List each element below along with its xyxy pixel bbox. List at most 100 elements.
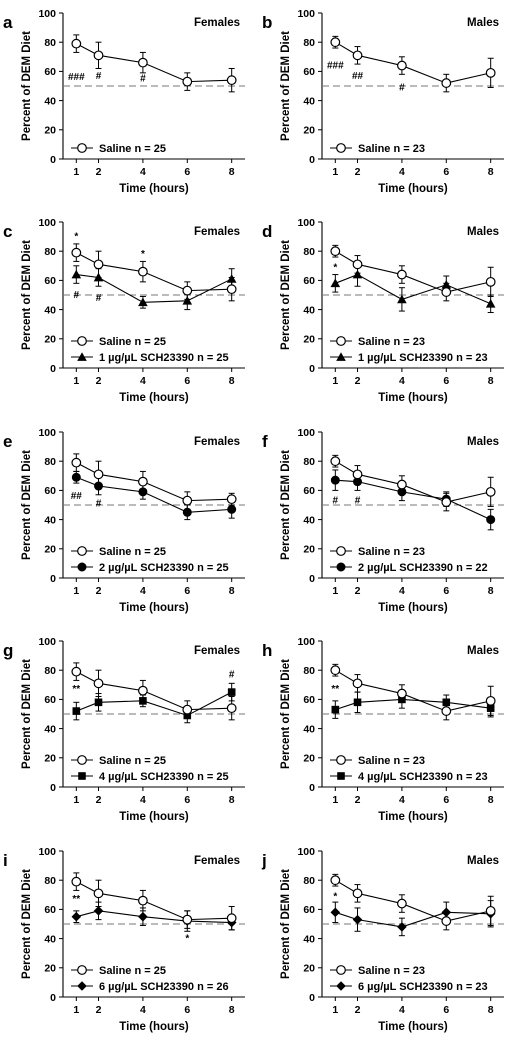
- y-tick-label: 20: [44, 125, 56, 137]
- data-point: [352, 678, 363, 689]
- data-point: [485, 276, 496, 287]
- data-point: [330, 875, 341, 886]
- data-point: [226, 284, 237, 295]
- significance-mark: #: [399, 82, 405, 93]
- y-tick-label: 100: [38, 8, 56, 20]
- data-point: [182, 704, 193, 715]
- y-tick-label: 80: [44, 246, 56, 258]
- significance-mark: ###: [68, 72, 85, 83]
- panel-sex-label: Females: [194, 855, 240, 867]
- significance-mark: #: [333, 496, 339, 507]
- y-tick-label: 60: [303, 904, 315, 916]
- panel-sex-label: Males: [467, 436, 499, 448]
- y-tick-label: 0: [50, 782, 56, 794]
- data-point: [71, 457, 82, 468]
- x-tick-label: 4: [399, 1004, 405, 1016]
- y-tick-label: 80: [44, 456, 56, 468]
- data-point: [485, 695, 496, 706]
- data-point: [138, 911, 148, 922]
- data-point: [330, 278, 341, 288]
- x-tick-label: 6: [443, 375, 449, 387]
- data-point: [441, 78, 452, 88]
- data-point: [352, 914, 363, 925]
- significance-mark: *: [333, 262, 337, 273]
- legend-label: Saline n = 23: [358, 143, 425, 155]
- panel-sex-label: Males: [467, 645, 499, 657]
- legend-marker: [77, 965, 87, 975]
- x-tick-label: 6: [443, 585, 449, 597]
- data-point: [352, 469, 363, 480]
- y-tick-label: 100: [297, 846, 315, 858]
- legend-marker: [336, 336, 346, 346]
- y-tick-label: 20: [303, 544, 315, 556]
- x-tick-label: 4: [399, 375, 405, 387]
- significance-mark: *: [74, 232, 78, 243]
- x-tick-label: 8: [488, 375, 494, 387]
- data-point: [330, 475, 340, 485]
- x-tick-label: 1: [73, 585, 79, 597]
- series-0: [71, 34, 237, 93]
- significance-mark: #: [96, 293, 102, 304]
- data-point: [182, 914, 193, 925]
- y-axis-title: Percent of DEM Diet: [21, 450, 33, 560]
- y-tick-label: 40: [303, 723, 315, 735]
- y-tick-label: 0: [50, 992, 56, 1004]
- series-0: [330, 35, 496, 93]
- data-point: [93, 678, 104, 689]
- y-tick-label: 100: [297, 217, 315, 229]
- panel-a: a 0 20 40 60 80 100 1 2 4 6 8 Time (hours) Percent of…: [3, 8, 245, 195]
- legend-marker: [77, 336, 87, 346]
- panel-letter: j: [261, 851, 267, 870]
- x-axis-title: Time (hours): [119, 1021, 189, 1033]
- legend-label: Saline n = 25: [99, 546, 166, 558]
- y-tick-label: 80: [303, 456, 315, 468]
- legend-label: 1 µg/µL SCH23390 n = 23: [358, 352, 488, 364]
- x-tick-label: 8: [488, 1004, 494, 1016]
- x-tick-label: 6: [184, 1004, 190, 1016]
- data-point: [397, 294, 407, 304]
- panel-c: c 0 20 40 60 80 100 1 2 4 6 8 Time (hours) Percent of…: [3, 217, 245, 404]
- x-tick-label: 6: [443, 166, 449, 178]
- x-tick-label: 2: [96, 166, 102, 178]
- x-axis-title: Time (hours): [378, 602, 448, 614]
- y-tick-label: 40: [303, 95, 315, 107]
- data-point: [352, 269, 363, 279]
- data-point: [138, 297, 148, 307]
- x-tick-label: 6: [184, 585, 190, 597]
- y-tick-label: 20: [44, 334, 56, 346]
- y-tick-label: 60: [303, 485, 315, 497]
- x-tick-label: 4: [140, 166, 146, 178]
- panel-sex-label: Males: [467, 226, 499, 238]
- y-tick-label: 20: [303, 125, 315, 137]
- data-point: [485, 298, 496, 308]
- series-0: [71, 453, 237, 510]
- data-point: [486, 515, 496, 525]
- significance-mark: #: [96, 71, 102, 82]
- data-point: [138, 685, 148, 696]
- x-tick-label: 1: [73, 166, 79, 178]
- legend-marker: [77, 562, 87, 572]
- data-point: [94, 698, 103, 707]
- x-tick-label: 8: [488, 794, 494, 806]
- x-tick-label: 8: [229, 166, 235, 178]
- x-tick-label: 2: [355, 1004, 361, 1016]
- panel-letter: e: [3, 432, 12, 451]
- data-point: [226, 703, 237, 714]
- series-0: [330, 244, 496, 302]
- significance-mark: **: [72, 684, 80, 695]
- panel-sex-label: Males: [467, 855, 499, 867]
- legend-label: 4 µg/µL SCH23390 n = 23: [358, 771, 488, 783]
- y-tick-label: 40: [303, 304, 315, 316]
- data-point: [330, 37, 341, 48]
- data-point: [93, 259, 104, 270]
- series-0: [330, 663, 496, 721]
- panel-f: f 0 20 40 60 80 100 1 2 4 6 8 Time (hours) Percent of…: [262, 427, 504, 614]
- legend-label: Saline n = 23: [358, 755, 425, 767]
- data-point: [138, 895, 148, 906]
- y-axis-title: Percent of DEM Diet: [280, 31, 292, 141]
- series-0: [330, 873, 496, 931]
- x-tick-label: 1: [73, 375, 79, 387]
- y-tick-label: 40: [44, 95, 56, 107]
- y-tick-label: 100: [38, 636, 56, 648]
